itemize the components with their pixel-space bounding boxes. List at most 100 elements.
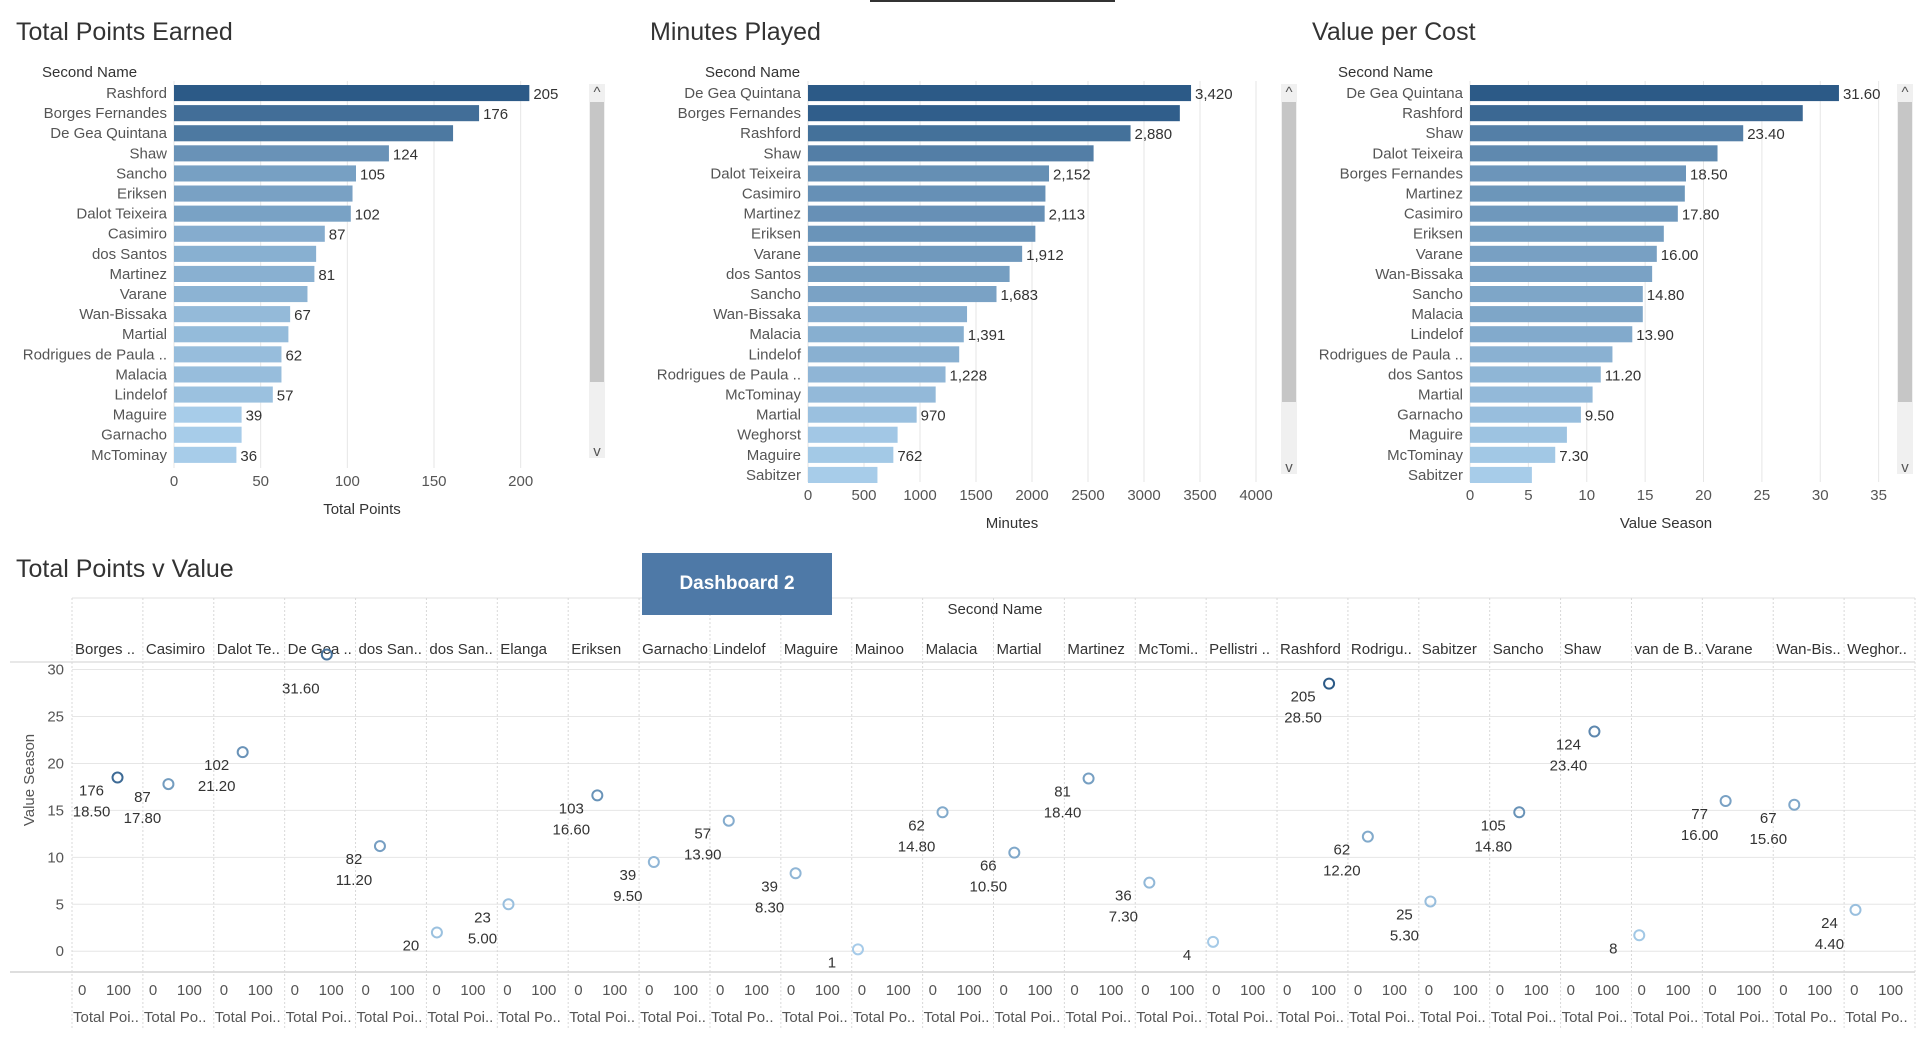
category-label: Varane xyxy=(120,286,167,303)
data-label: 1,391 xyxy=(968,327,1006,344)
category-label: Martial xyxy=(122,326,167,343)
x-tick-label: 100 xyxy=(1878,982,1903,999)
category-label: De Gea Quintana xyxy=(1346,85,1463,102)
bar xyxy=(808,145,1094,162)
bar xyxy=(1470,245,1657,262)
y-tick-label: 25 xyxy=(47,709,64,726)
bar xyxy=(808,185,1046,202)
data-point xyxy=(647,856,660,869)
x-tick-label: 100 xyxy=(1453,982,1478,999)
x-axis-title: Total Poi.. xyxy=(1065,1009,1131,1026)
point-label: 1 xyxy=(828,954,836,971)
data-label: 1,912 xyxy=(1026,247,1064,264)
x-tick-label: 0 xyxy=(787,982,795,999)
x-tick-label: 0 xyxy=(78,982,86,999)
x-tick-label: 0 xyxy=(1141,982,1149,999)
point-label: 102 xyxy=(204,757,229,774)
point-label: 205 xyxy=(1291,689,1316,706)
x-axis-title: Total Poi.. xyxy=(1420,1009,1486,1026)
data-point xyxy=(851,943,864,956)
x-tick-label: 0 xyxy=(858,982,866,999)
value-label: 14.80 xyxy=(1475,838,1513,855)
value-per-cost-title: Value per Cost xyxy=(1312,18,1476,46)
category-label: Varane xyxy=(754,246,801,263)
x-tick-label: 100 xyxy=(335,473,360,490)
point-label: 176 xyxy=(79,783,104,800)
minutes-played-title: Minutes Played xyxy=(650,18,821,46)
x-tick-label: 100 xyxy=(1169,982,1194,999)
category-label: Borges Fernandes xyxy=(1340,165,1463,182)
bar xyxy=(808,85,1192,102)
x-axis-title: Total Poi.. xyxy=(215,1009,281,1026)
data-label: 67 xyxy=(294,307,311,324)
bar xyxy=(808,286,997,303)
column-name: Rodrigu.. xyxy=(1351,641,1412,658)
scroll-down-icon: v xyxy=(593,443,601,460)
bar xyxy=(174,306,291,323)
bar xyxy=(174,286,308,303)
x-axis-title: Total Poi.. xyxy=(924,1009,990,1026)
x-tick-label: 100 xyxy=(1524,982,1549,999)
value-label: 14.80 xyxy=(898,838,936,855)
column-name: Eriksen xyxy=(571,641,621,658)
data-point xyxy=(502,898,515,911)
x-tick-label: 100 xyxy=(673,982,698,999)
x-axis-title: Total Po.. xyxy=(498,1009,561,1026)
value-label: 4.40 xyxy=(1815,936,1844,953)
x-tick-label: 100 xyxy=(1736,982,1761,999)
x-axis-title: Total Poi.. xyxy=(1278,1009,1344,1026)
data-label: 11.20 xyxy=(1605,367,1641,384)
data-label: 39 xyxy=(246,408,263,425)
category-label: Lindelof xyxy=(114,387,167,404)
bar xyxy=(1470,426,1567,443)
category-label: Martial xyxy=(756,407,801,424)
bar xyxy=(808,386,936,403)
category-label: Wan-Bissaka xyxy=(713,306,801,323)
x-tick-label: 0 xyxy=(1779,982,1787,999)
value-label: 28.50 xyxy=(1284,710,1322,727)
dashboard-2-button[interactable]: Dashboard 2 xyxy=(642,553,832,615)
row-header: Second Name xyxy=(1338,64,1433,81)
data-point xyxy=(1588,725,1601,738)
x-axis-title: Total Poi.. xyxy=(1349,1009,1415,1026)
bar xyxy=(1470,145,1718,162)
category-label: Lindelof xyxy=(748,346,801,363)
total-points-title: Total Points Earned xyxy=(16,18,233,46)
category-label: Rodrigues de Paula .. xyxy=(23,346,167,363)
column-name: Garnacho xyxy=(642,641,708,658)
x-tick-label: 100 xyxy=(1311,982,1336,999)
category-label: Maguire xyxy=(113,407,167,424)
x-tick-label: 0 xyxy=(170,473,178,490)
x-axis-title: Total Poi.. xyxy=(1136,1009,1202,1026)
point-label: 36 xyxy=(1115,888,1132,905)
x-tick-label: 0 xyxy=(645,982,653,999)
row-header: Second Name xyxy=(42,64,137,81)
data-label: 970 xyxy=(921,408,946,425)
x-tick-label: 100 xyxy=(460,982,485,999)
x-tick-label: 30 xyxy=(1812,487,1829,504)
bar xyxy=(1470,205,1678,222)
x-tick-label: 100 xyxy=(1382,982,1407,999)
data-point xyxy=(1424,895,1437,908)
point-label: 124 xyxy=(1556,737,1581,754)
data-label: 14.80 xyxy=(1647,287,1685,304)
column-name: Mainoo xyxy=(855,641,904,658)
category-label: Rashford xyxy=(1402,105,1463,122)
bar xyxy=(808,426,898,443)
column-header: Second Name xyxy=(947,601,1042,618)
column-name: Malacia xyxy=(926,641,978,658)
category-label: Dalot Teixeira xyxy=(710,165,801,182)
x-tick-label: 0 xyxy=(1000,982,1008,999)
x-tick-label: 35 xyxy=(1870,487,1887,504)
scrollbar-thumb xyxy=(1898,102,1912,402)
x-tick-label: 0 xyxy=(432,982,440,999)
scrollbar-thumb xyxy=(590,102,604,382)
x-axis-title: Total Poi.. xyxy=(73,1009,139,1026)
value-label: 16.60 xyxy=(553,821,591,838)
column-name: Wan-Bis.. xyxy=(1776,641,1840,658)
data-label: 13.90 xyxy=(1636,327,1674,344)
category-label: Garnacho xyxy=(101,427,167,444)
x-tick-label: 0 xyxy=(929,982,937,999)
x-tick-label: 100 xyxy=(1595,982,1620,999)
